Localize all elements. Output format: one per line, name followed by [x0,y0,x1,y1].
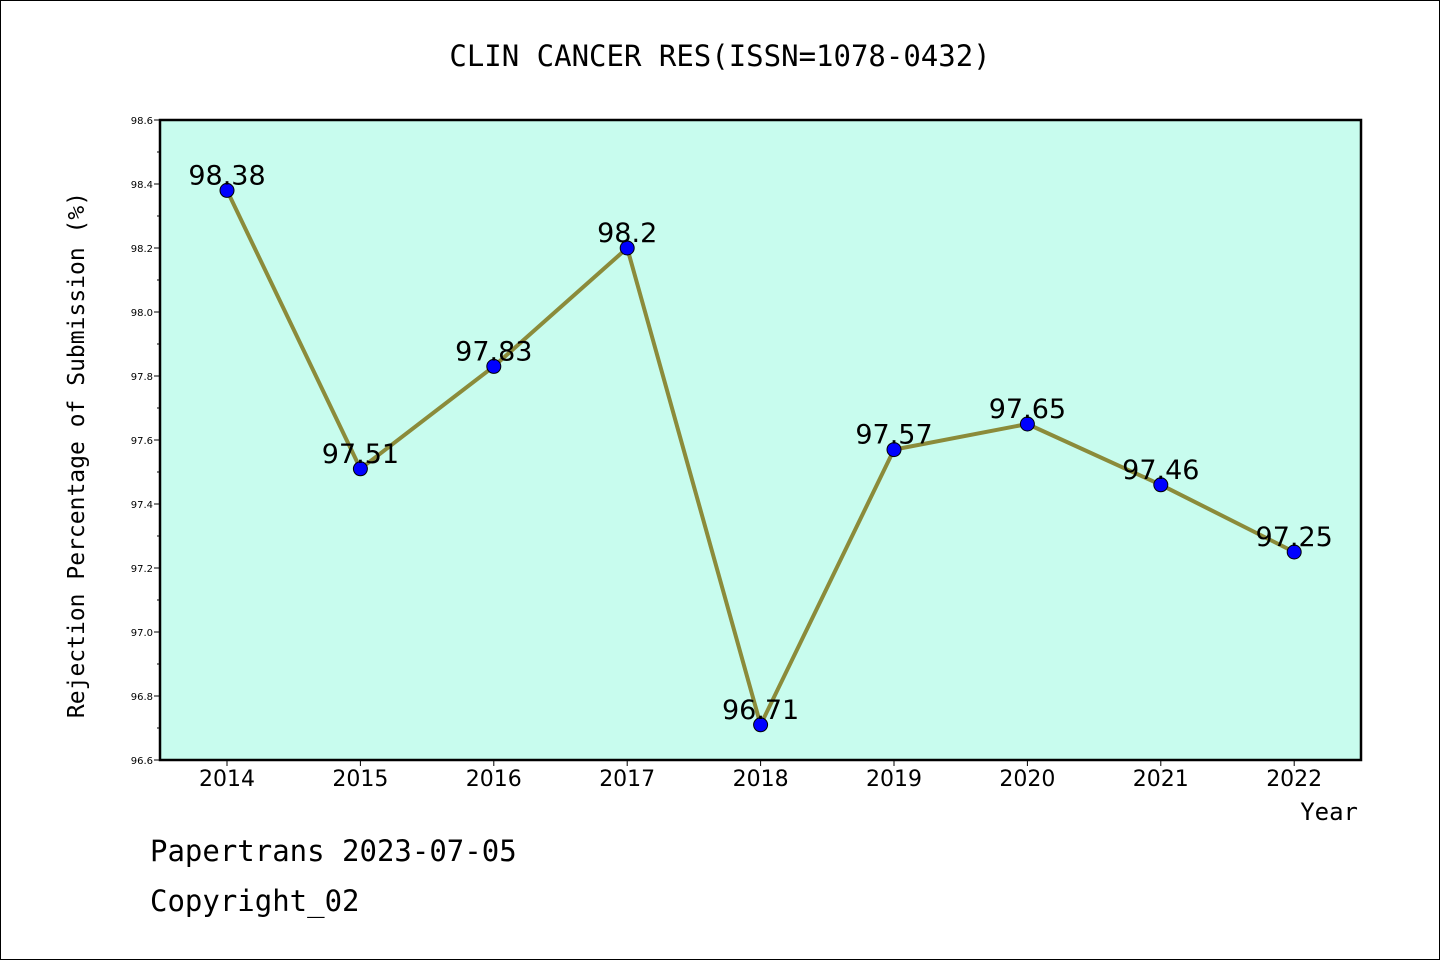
data-label: 97.65 [989,394,1066,425]
x-tick-label: 2014 [199,767,255,792]
footer-copyright: Copyright_02 [150,884,360,918]
y-tick-label: 97.0 [131,628,153,639]
data-point [352,461,368,477]
x-tick-label: 2019 [866,767,922,792]
x-tick-label: 2018 [733,767,789,792]
y-tick-label: 98.4 [131,180,153,191]
y-tick-label: 97.8 [131,372,153,383]
x-tick-label: 2022 [1266,767,1322,792]
data-label: 96.71 [722,695,799,726]
x-tick-label: 2015 [332,767,388,792]
data-point [486,358,502,374]
x-tick-label: 2021 [1133,767,1189,792]
x-tick-label: 2020 [999,767,1055,792]
y-tick-label: 98.0 [131,308,153,319]
data-point [753,717,769,733]
data-point [1019,416,1035,432]
chart-title: CLIN CANCER RES(ISSN=1078-0432) [449,39,990,73]
data-point [886,442,902,458]
y-tick-label: 97.2 [131,564,153,575]
y-tick-label: 97.6 [131,436,153,447]
data-point [1286,544,1302,560]
data-label: 97.51 [322,439,399,470]
data-label: 97.83 [455,336,532,367]
y-tick-label: 98.6 [131,116,153,127]
y-tick-label: 96.6 [131,756,153,767]
data-label: 97.25 [1256,522,1333,553]
y-tick-label: 98.2 [131,244,153,255]
series-group: 98.38 97.51 97.83 98.2 96.71 97.57 97.65 97.46 9… [188,160,1333,733]
x-axis: 2014 2015 2016 2017 2018 2019 2020 2021 2022 [199,760,1322,792]
data-label: 98.2 [597,218,657,249]
x-tick-label: 2017 [599,767,655,792]
y-tick-label: 96.8 [131,692,153,703]
data-label: 97.46 [1122,455,1199,486]
data-label: 98.38 [188,160,265,191]
data-label: 97.57 [855,420,932,451]
plot-area [158,118,1363,762]
footer-date: Papertrans 2023-07-05 [150,834,517,868]
data-point [619,240,635,256]
data-point [1153,477,1169,493]
y-axis-label: Rejection Percentage of Submission (%) [64,192,90,718]
data-point [219,182,235,198]
y-tick-label: 97.4 [131,500,153,511]
x-axis-label: Year [1300,798,1358,826]
y-axis: 96.6 96.8 97.0 97.2 97.4 97.6 97.8 98.0 98.2 98.4… [131,116,160,767]
x-tick-label: 2016 [466,767,522,792]
